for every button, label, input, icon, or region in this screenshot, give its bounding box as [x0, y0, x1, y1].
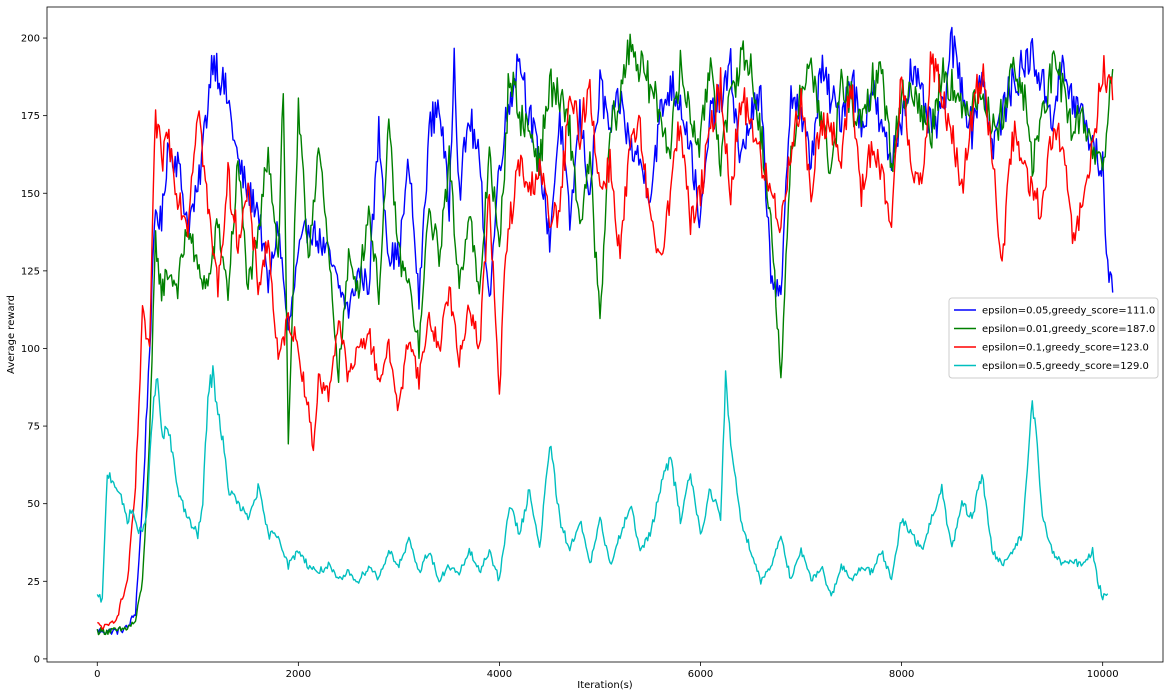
x-tick-label: 0 — [94, 669, 100, 680]
series-line-2 — [96, 33, 1114, 636]
y-tick-label: 25 — [27, 577, 40, 588]
y-tick-label: 50 — [27, 499, 40, 510]
legend-label: epsilon=0.5,greedy_score=129.0 — [982, 361, 1149, 372]
y-tick-label: 75 — [27, 422, 40, 433]
y-tick-label: 200 — [21, 34, 40, 45]
y-tick-label: 125 — [21, 266, 40, 277]
x-axis: 0 2000 4000 6000 8000 10000 — [94, 662, 1119, 680]
legend-label: epsilon=0.05,greedy_score=111.0 — [982, 306, 1155, 317]
y-tick-label: 150 — [21, 189, 40, 200]
series-line-4 — [96, 365, 1109, 603]
legend-label: epsilon=0.1,greedy_score=123.0 — [982, 343, 1149, 354]
series-layer — [96, 26, 1114, 636]
legend-box — [948, 297, 1159, 379]
y-tick-label: 175 — [21, 111, 40, 122]
x-tick-label: 8000 — [889, 669, 914, 680]
x-tick-label: 2000 — [286, 669, 311, 680]
x-axis-label: Iteration(s) — [577, 680, 633, 691]
x-tick-label: 4000 — [487, 669, 512, 680]
x-tick-label: 10000 — [1087, 669, 1119, 680]
series-line-1 — [96, 26, 1114, 635]
y-axis: 0 25 50 75 100 125 150 175 200 — [21, 34, 47, 665]
y-axis-label: Average reward — [6, 295, 17, 374]
legend-label: epsilon=0.01,greedy_score=187.0 — [982, 324, 1155, 335]
x-tick-label: 6000 — [688, 669, 713, 680]
series-line-3 — [97, 51, 1114, 630]
legend: epsilon=0.05,greedy_score=111.0 epsilon=0… — [948, 297, 1159, 379]
y-tick-label: 0 — [34, 654, 40, 665]
y-tick-label: 100 — [21, 344, 40, 355]
